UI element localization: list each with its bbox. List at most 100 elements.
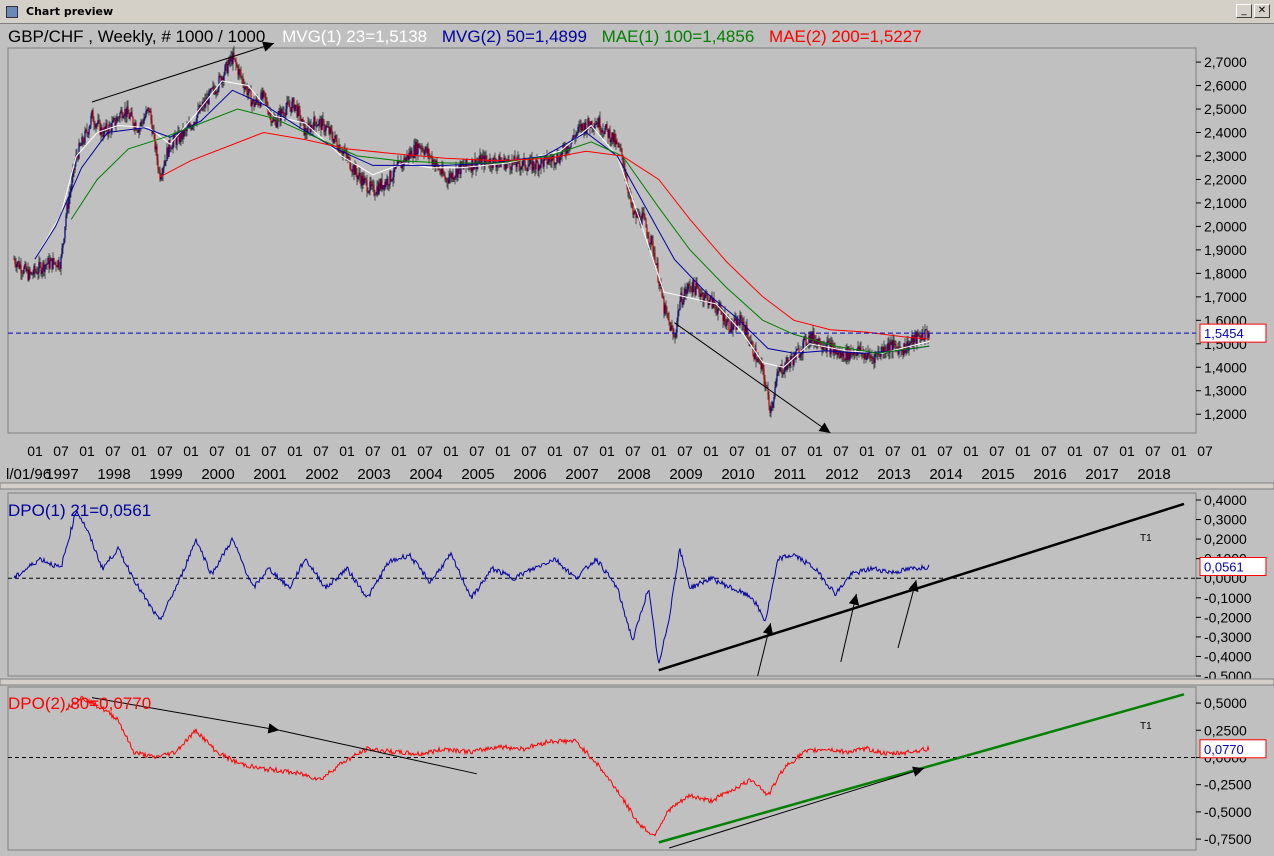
dpo1-plot-area[interactable]: [7, 492, 1197, 677]
dpo-tick-label: -0,5000: [1204, 804, 1252, 820]
candle-body: [381, 179, 383, 190]
candle-body: [522, 160, 524, 167]
candle-body: [486, 160, 488, 162]
candle-body: [154, 132, 156, 150]
candle-body: [311, 125, 313, 127]
candle-body: [848, 346, 850, 360]
candle-body: [84, 130, 86, 143]
candle-body: [481, 157, 483, 166]
candle-body: [778, 371, 780, 373]
candle-body: [740, 315, 742, 318]
month-tick-label: 07: [625, 443, 641, 459]
candle-body: [86, 129, 88, 134]
candle-body: [874, 353, 876, 363]
candle-body: [209, 90, 211, 92]
candle-body: [727, 319, 729, 321]
month-tick-label: 07: [365, 443, 381, 459]
candle-body: [223, 74, 225, 82]
minimize-button[interactable]: _: [1236, 4, 1252, 18]
candle-body: [612, 132, 614, 142]
candle-body: [880, 351, 882, 357]
candle-body: [741, 317, 743, 325]
candle-body: [440, 172, 442, 175]
candle-body: [301, 118, 303, 123]
candle-body: [393, 165, 395, 178]
candle-body: [389, 170, 391, 185]
candle-body: [737, 319, 739, 325]
candle-body: [596, 122, 598, 125]
candle-body: [816, 339, 818, 346]
candle-body: [535, 160, 537, 170]
candle-body: [122, 116, 124, 118]
candle-body: [747, 333, 749, 342]
candle-body: [553, 155, 555, 165]
candle-body: [22, 273, 24, 274]
candle-body: [400, 161, 402, 169]
candle-body: [569, 147, 571, 149]
candle-body: [453, 177, 455, 180]
dpo2-plot-area[interactable]: [7, 686, 1197, 851]
candle-body: [288, 103, 290, 107]
candle-body: [706, 294, 708, 296]
candle-body: [44, 264, 46, 272]
candle-body: [368, 191, 370, 193]
candle-body: [233, 52, 235, 59]
candle-body: [639, 214, 641, 224]
annotation-line: [674, 322, 831, 434]
candle-body: [234, 58, 236, 60]
candle-body: [158, 169, 160, 171]
candle-body: [685, 288, 687, 294]
candle-body: [41, 270, 43, 274]
candle-body: [585, 122, 587, 133]
candle-body: [170, 148, 172, 149]
candle-body: [327, 126, 329, 128]
candle-body: [53, 258, 55, 263]
candle-body: [217, 88, 219, 93]
year-tick-label: 1997: [45, 466, 78, 483]
candle-body: [807, 343, 809, 346]
candle-body: [346, 154, 348, 159]
candle-body: [13, 259, 15, 261]
year-tick-label: 2014: [929, 466, 962, 483]
ma-line: [70, 108, 930, 354]
candle-body: [388, 184, 390, 186]
close-button[interactable]: ✕: [1254, 4, 1270, 18]
candle-body: [520, 167, 522, 170]
candle-body: [731, 320, 733, 331]
candle-body: [578, 126, 580, 128]
candle-body: [758, 358, 760, 361]
candle-body: [742, 321, 744, 325]
candle-body: [194, 122, 196, 123]
year-tick-label: 2008: [617, 466, 650, 483]
year-tick-label: 2001: [253, 466, 286, 483]
candle-body: [420, 146, 422, 150]
candle-body: [902, 350, 904, 355]
dpo2-value-box: [1199, 739, 1267, 759]
candle-body: [362, 175, 364, 185]
candle-body: [238, 69, 240, 76]
candle-body: [359, 172, 361, 179]
candle-body: [543, 157, 545, 167]
candle-body: [361, 175, 363, 186]
candle-body: [15, 263, 17, 268]
candle-body: [330, 127, 332, 131]
candle-body: [370, 181, 372, 186]
year-tick-label: 2013: [877, 466, 910, 483]
candle-body: [266, 100, 268, 108]
month-tick-label: 01: [963, 443, 979, 459]
candle-body: [846, 348, 848, 360]
candle-body: [540, 158, 542, 168]
panel-splitter-1[interactable]: [0, 482, 1274, 490]
candle-body: [719, 303, 721, 307]
month-tick-label: 07: [105, 443, 121, 459]
candle-body: [454, 176, 456, 178]
candle-body: [483, 155, 485, 167]
panel-splitter-2[interactable]: [0, 678, 1274, 686]
candle-body: [136, 130, 138, 132]
main-plot-area[interactable]: [7, 47, 1197, 434]
candle-body: [600, 130, 602, 133]
candle-body: [906, 341, 908, 350]
candle-body: [567, 145, 569, 151]
candle-body: [306, 133, 308, 135]
